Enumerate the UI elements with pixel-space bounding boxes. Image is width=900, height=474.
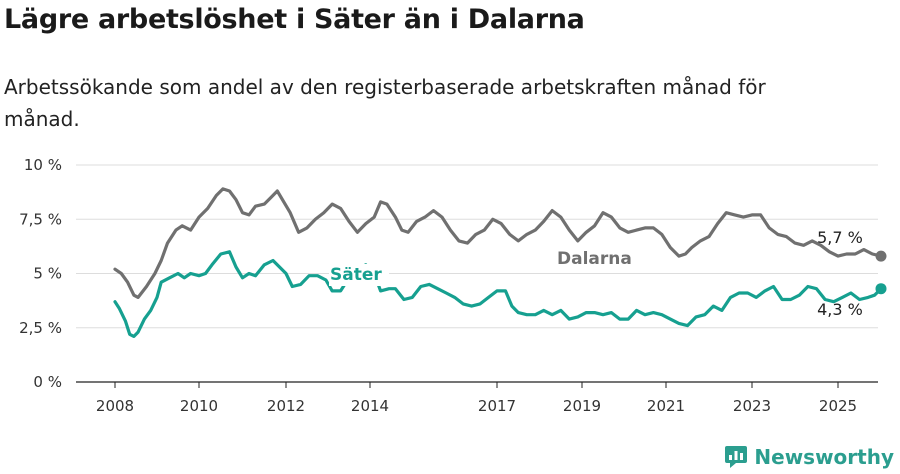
x-tick-label: 2010 <box>180 397 218 415</box>
brand: Newsworthy <box>724 444 894 470</box>
chart-subtitle: Arbetssökande som andel av den registerb… <box>4 75 766 131</box>
y-tick-label: 5 % <box>33 265 62 283</box>
x-tick-label: 2025 <box>819 397 857 415</box>
newsworthy-logo-icon <box>725 446 748 468</box>
x-tick-label: 2023 <box>733 397 771 415</box>
x-axis: 2008 2010 2012 2014 2017 2019 2021 2023 2025 <box>76 381 878 415</box>
series-end-point-0 <box>875 250 887 262</box>
x-tick-label: 2017 <box>478 397 516 415</box>
y-tick-label: 7,5 % <box>19 210 62 228</box>
series-name-label: Dalarna <box>557 249 632 269</box>
y-tick-label: 2,5 % <box>19 319 62 337</box>
series-label-bg <box>329 264 389 286</box>
y-tick-label: 0 % <box>33 373 62 391</box>
series-lines <box>113 187 887 338</box>
series-line-1 <box>113 250 883 338</box>
series-end-value: 5,7 % <box>817 228 863 247</box>
series-end-point-1 <box>875 283 887 295</box>
brand-name: Newsworthy <box>754 445 894 469</box>
y-tick-label: 10 % <box>24 156 62 174</box>
gridlines <box>76 164 878 329</box>
y-axis: 0 % 2,5 % 5 % 7,5 % 10 % <box>19 156 62 391</box>
x-tick-label: 2014 <box>351 397 389 415</box>
series-end-value: 4,3 % <box>817 300 863 319</box>
series-labels: Dalarna Säter 5,7 % 4,3 % <box>329 228 863 319</box>
x-tick-label: 2012 <box>267 397 305 415</box>
series-name-label: Säter <box>330 265 382 285</box>
x-tick-label: 2019 <box>563 397 601 415</box>
x-tick-label: 2021 <box>647 397 685 415</box>
chart-title: Lägre arbetslöshet i Säter än i Dalarna <box>4 4 585 35</box>
series-label-bg <box>556 248 642 270</box>
x-tick-label: 2008 <box>96 397 134 415</box>
series-line-0 <box>113 187 883 299</box>
